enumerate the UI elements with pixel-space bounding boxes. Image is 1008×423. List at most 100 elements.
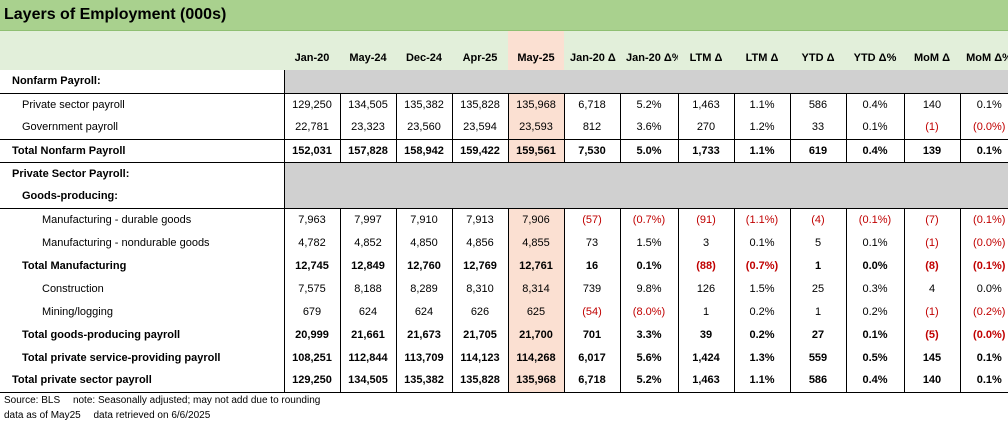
data-cell: 0.2% xyxy=(845,300,904,323)
data-cell: 4,850 xyxy=(395,231,452,254)
data-cell: 135,382 xyxy=(395,92,452,116)
table-title: Layers of Employment (000s) xyxy=(0,0,1008,31)
data-cell: 157,828 xyxy=(339,138,396,163)
data-cell: (0.1%) xyxy=(959,254,1008,277)
data-cell: 624 xyxy=(395,300,452,323)
data-cell: 4,855 xyxy=(507,231,564,254)
data-cell: (7) xyxy=(903,207,960,231)
data-cell: 0.4% xyxy=(845,138,904,163)
footer: Source: BLS note: Seasonally adjusted; m… xyxy=(0,393,1008,423)
data-cell: (5) xyxy=(903,323,960,346)
row-label: Manufacturing - nondurable goods xyxy=(0,231,285,254)
row-label: Manufacturing - durable goods xyxy=(0,207,285,231)
table-row: Total private sector payroll 129,250 134,5… xyxy=(0,369,1008,393)
table-row: Government payroll 22,781 23,323 23,560 23,5… xyxy=(0,116,1008,139)
data-cell: (1) xyxy=(903,116,960,139)
data-cell: 3 xyxy=(677,231,734,254)
data-cell: 626 xyxy=(451,300,508,323)
data-cell: 135,382 xyxy=(395,369,452,393)
data-cell: 619 xyxy=(789,138,846,163)
data-cell: 559 xyxy=(789,346,846,369)
data-cell: 1.1% xyxy=(733,92,790,116)
table-row: Manufacturing - nondurable goods 4,782 4,8… xyxy=(0,231,1008,254)
data-cell: 0.1% xyxy=(959,346,1008,369)
data-cell: 22,781 xyxy=(283,116,340,139)
data-cell: 1.1% xyxy=(733,138,790,163)
column-header: Jan-20 Δ xyxy=(570,52,616,64)
data-cell: (1) xyxy=(903,231,960,254)
data-cell: 7,910 xyxy=(395,207,452,231)
data-cell: (0.0%) xyxy=(959,323,1008,346)
data-cell: 4,852 xyxy=(339,231,396,254)
data-cell: (0.2%) xyxy=(959,300,1008,323)
header-label-cell xyxy=(0,31,284,70)
data-cell: 7,963 xyxy=(283,207,340,231)
data-cell: 9.8% xyxy=(619,277,678,300)
data-cell: 8,310 xyxy=(451,277,508,300)
data-cell: 25 xyxy=(789,277,846,300)
footer-data-as-of: data as of May25 xyxy=(4,409,81,421)
data-cell: 23,560 xyxy=(395,116,452,139)
data-cell: 158,942 xyxy=(395,138,452,163)
table-row: Total Nonfarm Payroll 152,031 157,828 158,9… xyxy=(0,138,1008,163)
data-cell: 0.1% xyxy=(959,92,1008,116)
data-cell: 139 xyxy=(903,138,960,163)
row-label: Total goods-producing payroll xyxy=(0,323,285,346)
data-cell: 812 xyxy=(563,116,620,139)
data-cell: 12,745 xyxy=(283,254,340,277)
data-cell: 0.4% xyxy=(845,369,904,393)
data-cell: 33 xyxy=(789,116,846,139)
data-cell: 6,017 xyxy=(563,346,620,369)
column-header: Apr-25 xyxy=(462,52,498,64)
column-header: Jan-20 xyxy=(294,52,330,64)
section-fill xyxy=(284,185,1008,208)
column-header: Dec-24 xyxy=(405,52,443,64)
data-cell: 1 xyxy=(677,300,734,323)
table-row: Mining/logging 679 624 624 626 625 (54) (8.0%) 1… xyxy=(0,300,1008,323)
data-cell: 0.2% xyxy=(733,323,790,346)
data-cell: 1.5% xyxy=(619,231,678,254)
data-cell: 4,782 xyxy=(283,231,340,254)
data-cell: 6,718 xyxy=(563,92,620,116)
data-cell: (57) xyxy=(563,207,620,231)
data-cell: 7,906 xyxy=(507,207,564,231)
data-cell: 7,997 xyxy=(339,207,396,231)
data-cell: 21,700 xyxy=(507,323,564,346)
data-cell: 0.4% xyxy=(845,92,904,116)
data-cell: (0.0%) xyxy=(959,116,1008,139)
data-cell: 0.0% xyxy=(959,277,1008,300)
data-cell: 625 xyxy=(507,300,564,323)
data-cell: 129,250 xyxy=(283,369,340,393)
data-cell: 6,718 xyxy=(563,369,620,393)
row-label: Mining/logging xyxy=(0,300,285,323)
row-label: Construction xyxy=(0,277,285,300)
column-header: YTD Δ xyxy=(801,52,835,64)
employment-table: Jan-20 May-24 Dec-24 Apr-25 May-25 Jan-20 Δ Ja… xyxy=(0,31,1008,393)
data-cell: 586 xyxy=(789,92,846,116)
data-cell: 21,661 xyxy=(339,323,396,346)
column-header: Jan-20 Δ% xyxy=(626,52,678,64)
footer-retrieved: data retrieved on 6/6/2025 xyxy=(93,409,211,421)
data-cell: 5.0% xyxy=(619,138,678,163)
data-cell: 5.2% xyxy=(619,369,678,393)
data-cell: 1.1% xyxy=(733,369,790,393)
data-cell: 1,463 xyxy=(677,369,734,393)
data-cell: 0.0% xyxy=(845,254,904,277)
data-cell: 73 xyxy=(563,231,620,254)
data-cell: 27 xyxy=(789,323,846,346)
data-cell: (8) xyxy=(903,254,960,277)
data-cell: 0.3% xyxy=(845,277,904,300)
data-cell: 8,314 xyxy=(507,277,564,300)
data-cell: 12,760 xyxy=(395,254,452,277)
data-cell: 1,463 xyxy=(677,92,734,116)
data-cell: 0.1% xyxy=(845,323,904,346)
data-cell: 140 xyxy=(903,369,960,393)
data-cell: 1,733 xyxy=(677,138,734,163)
data-cell: 23,323 xyxy=(339,116,396,139)
data-cell: 20,999 xyxy=(283,323,340,346)
header-row: Jan-20 May-24 Dec-24 Apr-25 May-25 Jan-20 Δ Ja… xyxy=(0,31,1008,70)
data-cell: (4) xyxy=(789,207,846,231)
table-row: Manufacturing - durable goods 7,963 7,997 7… xyxy=(0,207,1008,231)
data-cell: 4,856 xyxy=(451,231,508,254)
data-cell: 5.2% xyxy=(619,92,678,116)
